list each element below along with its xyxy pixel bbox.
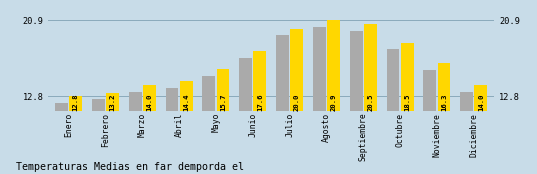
Bar <box>460 92 473 174</box>
Bar <box>350 31 362 174</box>
Bar <box>423 70 436 174</box>
Bar <box>216 69 229 174</box>
Bar <box>401 43 413 174</box>
Text: 12.8: 12.8 <box>72 93 79 111</box>
Bar <box>364 24 377 174</box>
Bar <box>55 103 68 174</box>
Bar <box>143 85 156 174</box>
Text: Temperaturas Medias en far demporda el: Temperaturas Medias en far demporda el <box>16 162 244 172</box>
Bar <box>276 35 289 174</box>
Bar <box>253 51 266 174</box>
Bar <box>239 58 252 174</box>
Text: 20.0: 20.0 <box>294 93 300 111</box>
Bar <box>165 88 178 174</box>
Text: 13.2: 13.2 <box>110 93 115 111</box>
Bar <box>129 92 142 174</box>
Bar <box>290 29 303 174</box>
Bar <box>106 93 119 174</box>
Bar <box>387 49 400 174</box>
Text: 14.0: 14.0 <box>147 93 153 111</box>
Text: 20.9: 20.9 <box>331 93 337 111</box>
Bar <box>438 64 451 174</box>
Bar <box>69 96 82 174</box>
Text: 15.7: 15.7 <box>220 93 226 111</box>
Bar <box>202 76 215 174</box>
Text: 14.4: 14.4 <box>183 93 189 111</box>
Bar <box>313 27 326 174</box>
Bar <box>180 81 193 174</box>
Bar <box>92 99 105 174</box>
Text: 16.3: 16.3 <box>441 93 447 111</box>
Text: 18.5: 18.5 <box>404 93 410 111</box>
Text: 17.6: 17.6 <box>257 93 263 111</box>
Text: 20.5: 20.5 <box>367 93 373 111</box>
Text: 14.0: 14.0 <box>478 93 484 111</box>
Bar <box>474 85 487 174</box>
Bar <box>327 20 340 174</box>
